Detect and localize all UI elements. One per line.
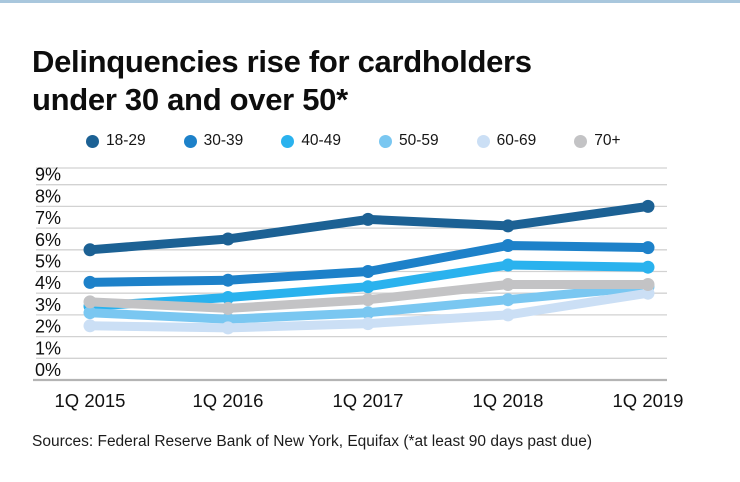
data-point-40-49 <box>501 258 515 272</box>
x-axis-label: 1Q 2017 <box>333 390 404 411</box>
data-point-60-69 <box>501 308 515 322</box>
x-axis-label: 1Q 2015 <box>55 390 126 411</box>
legend-item-70+: 70+ <box>574 132 621 150</box>
data-point-70+ <box>501 278 515 291</box>
page-title: Delinquencies rise for cardholders under… <box>32 43 532 117</box>
y-axis-label: 9% <box>35 165 61 185</box>
legend-label: 50-59 <box>398 132 439 149</box>
data-point-18-29 <box>83 243 97 257</box>
legend-label: 60-69 <box>496 132 537 149</box>
data-point-70+ <box>361 293 375 307</box>
y-axis-label: 2% <box>35 317 61 337</box>
legend-dot-icon <box>574 134 588 148</box>
y-axis-label: 8% <box>35 186 61 206</box>
y-axis-label: 4% <box>35 273 61 293</box>
data-point-40-49 <box>641 260 655 274</box>
data-point-50-59 <box>361 306 375 320</box>
data-point-40-49 <box>361 280 375 294</box>
data-point-30-39 <box>641 241 655 255</box>
legend-item-60-69: 60-69 <box>476 132 537 150</box>
legend-label: 30-39 <box>203 132 244 149</box>
legend-dot-icon <box>86 134 99 148</box>
data-point-70+ <box>221 301 235 315</box>
source-note: Sources: Federal Reserve Bank of New Yor… <box>32 433 593 450</box>
legend-item-50-59: 50-59 <box>378 132 439 150</box>
x-axis-label: 1Q 2018 <box>473 390 544 411</box>
data-point-40-49 <box>221 291 235 304</box>
legend-dot-icon <box>378 134 392 148</box>
legend-label: 70+ <box>594 132 621 149</box>
data-point-60-69 <box>361 317 375 331</box>
data-point-30-39 <box>83 275 97 289</box>
legend-item-40-49: 40-49 <box>281 132 341 150</box>
data-point-30-39 <box>501 239 515 252</box>
y-axis-label: 1% <box>35 338 61 358</box>
data-point-60-69 <box>83 319 97 333</box>
data-point-70+ <box>641 278 655 291</box>
data-point-30-39 <box>361 265 375 278</box>
data-point-50-59 <box>83 306 97 320</box>
data-point-18-29 <box>501 219 515 233</box>
y-axis-label: 0% <box>35 360 61 380</box>
legend-item-30-39: 30-39 <box>183 132 244 150</box>
data-point-30-39 <box>221 273 235 287</box>
legend-dot-icon <box>281 134 295 148</box>
data-point-50-59 <box>501 293 515 307</box>
data-point-18-29 <box>641 199 655 213</box>
data-point-18-29 <box>361 212 375 226</box>
y-axis-label: 5% <box>35 252 61 272</box>
data-point-18-29 <box>221 232 235 246</box>
chart-legend: 18-29 30-39 40-49 50-59 60-69 70+ <box>86 132 621 150</box>
top-accent-bar <box>0 0 740 3</box>
x-axis-label: 1Q 2016 <box>193 390 264 411</box>
legend-dot-icon <box>476 134 490 148</box>
legend-dot-icon <box>183 134 197 148</box>
y-axis-label: 3% <box>35 295 61 315</box>
data-point-70+ <box>83 295 97 309</box>
legend-label: 40-49 <box>301 132 341 149</box>
y-axis-label: 6% <box>35 230 61 250</box>
y-axis-label: 7% <box>35 208 61 228</box>
x-axis-label: 1Q 2019 <box>613 390 684 411</box>
legend-item-18-29: 18-29 <box>86 132 146 150</box>
legend-label: 18-29 <box>106 132 146 149</box>
data-point-60-69 <box>221 321 235 335</box>
